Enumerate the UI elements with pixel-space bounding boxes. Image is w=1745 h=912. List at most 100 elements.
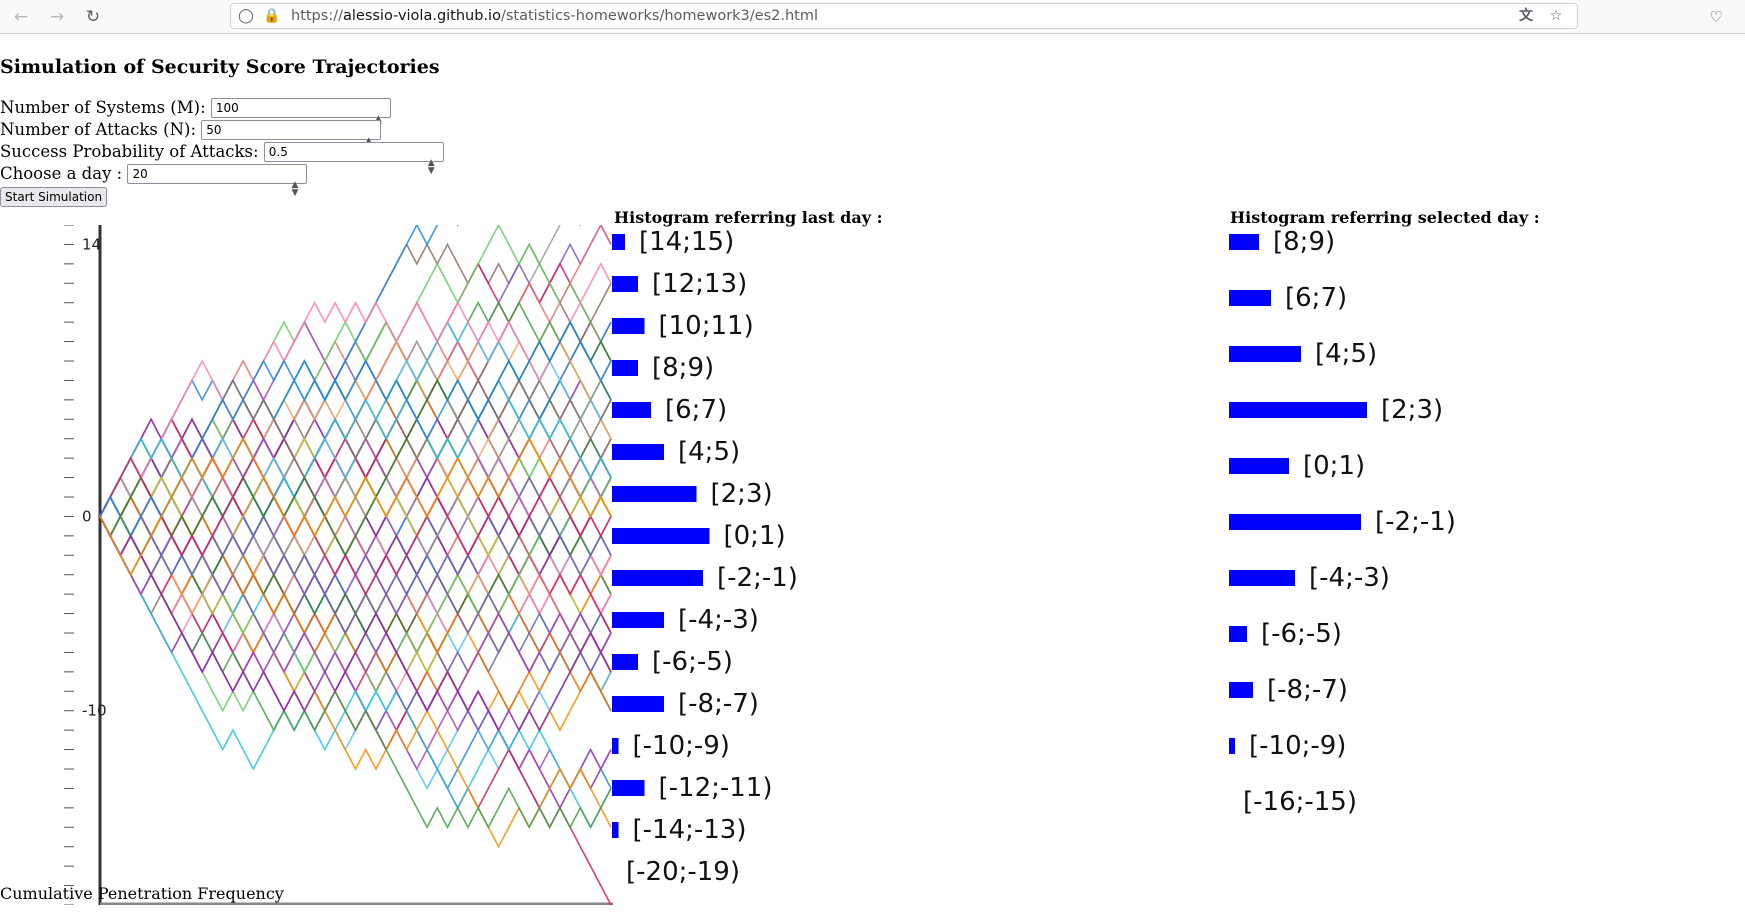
systems-field: Number of Systems (M): ▲▼ — [0, 98, 391, 132]
cumulative-frequency-label: Cumulative Penetration Frequency — [0, 884, 284, 903]
trajectories-chart: 14 0 -10 — [64, 225, 613, 905]
reload-icon[interactable]: ↻ — [85, 7, 101, 27]
back-arrow-icon[interactable]: ← — [13, 7, 29, 27]
spinner-arrows-icon[interactable]: ▲▼ — [291, 180, 299, 198]
trajectory-line — [99, 436, 612, 674]
browser-toolbar: ← → ↻ ◯ 🔒 https://alessio-viola.github.i… — [0, 0, 1745, 34]
histogram-bin-label: [-6;-5) — [1261, 619, 1342, 649]
attacks-input[interactable] — [201, 120, 382, 140]
shield-icon[interactable]: ◯ — [238, 8, 254, 24]
probability-field: Success Probability of Attacks: ▲▼ — [0, 142, 444, 176]
trajectory-line — [99, 339, 612, 616]
spinner-arrows-icon[interactable]: ▲▼ — [427, 158, 435, 176]
trajectory-line — [99, 436, 612, 595]
bookmark-star-icon[interactable]: ☆ — [1549, 8, 1563, 24]
histogram-bin-label: [10;11) — [659, 311, 754, 341]
url-text[interactable]: https://alessio-viola.github.io/statisti… — [291, 8, 818, 24]
translate-icon[interactable]: 文 — [1519, 8, 1533, 24]
pocket-icon[interactable]: ♡ — [1709, 8, 1723, 26]
y-tick-label: 14 — [82, 235, 101, 253]
histogram-bin-label: [0;1) — [1303, 451, 1365, 481]
histogram-bar — [612, 570, 703, 586]
histogram-bin-label: [4;5) — [678, 437, 740, 467]
trajectory-line — [99, 477, 612, 635]
trajectory-line — [99, 456, 612, 596]
trajectory-line — [99, 436, 612, 596]
day-label: Choose a day : — [0, 164, 123, 183]
histogram-bin-label: [-10;-9) — [633, 731, 730, 761]
histogram-bar — [612, 612, 664, 628]
systems-input[interactable] — [210, 98, 391, 118]
attacks-field: Number of Attacks (N): ▲▼ — [0, 120, 382, 154]
histogram-bin-label: [8;9) — [652, 353, 714, 383]
histogram-bar — [612, 444, 664, 460]
histogram-bar — [612, 780, 645, 796]
probability-label: Success Probability of Attacks: — [0, 142, 259, 161]
histogram-bin-label: [-16;-15) — [1243, 787, 1357, 817]
trajectory-line — [99, 516, 612, 732]
histogram-bar — [1229, 514, 1361, 530]
histogram-bar — [612, 696, 664, 712]
histogram-bin-label: [-2;-1) — [1375, 507, 1456, 537]
histogram-bar — [1229, 234, 1259, 250]
histogram-bar — [612, 654, 638, 670]
trajectory-line — [99, 436, 612, 596]
histogram-bar — [1229, 738, 1235, 754]
trajectory-line — [99, 320, 612, 558]
address-bar[interactable]: ◯ 🔒 https://alessio-viola.github.io/stat… — [230, 3, 1578, 29]
histogram-bin-label: [-4;-3) — [1309, 563, 1390, 593]
probability-input[interactable] — [263, 142, 444, 162]
histogram-bar — [612, 528, 710, 544]
histogram-bar — [612, 738, 619, 754]
histogram-bar — [1229, 570, 1295, 586]
histogram-bin-label: [12;13) — [652, 269, 747, 299]
histogram-bin-label: [-12;-11) — [659, 773, 773, 803]
systems-label: Number of Systems (M): — [0, 98, 206, 117]
histogram-bar — [1229, 290, 1271, 306]
trajectory-line — [99, 378, 612, 538]
trajectory-line — [99, 436, 612, 596]
histogram-bin-label: [2;3) — [711, 479, 773, 509]
trajectory-line — [99, 417, 612, 538]
histogram-bin-label: [-14;-13) — [633, 815, 747, 845]
histogram-bin-label: [-4;-3) — [678, 605, 759, 635]
trajectory-line — [99, 514, 612, 674]
histogram-bar — [612, 822, 619, 838]
histogram-bar — [612, 276, 638, 292]
day-field: Choose a day : ▲▼ — [0, 164, 308, 198]
histogram-bar — [612, 360, 638, 376]
histogram-bin-label: [0;1) — [724, 521, 786, 551]
histogram-bin-label: [-8;-7) — [1267, 675, 1348, 705]
url-path: /statistics-homeworks/homework3/es2.html — [500, 8, 819, 24]
histogram-bin-label: [8;9) — [1273, 227, 1335, 257]
url-host: alessio-viola.github.io — [342, 8, 501, 24]
histogram-bar — [612, 234, 625, 250]
lock-icon[interactable]: 🔒 — [263, 8, 281, 24]
histogram-bin-label: [6;7) — [1285, 283, 1347, 313]
histogram-bar — [1229, 682, 1253, 698]
trajectory-line — [99, 516, 612, 830]
histogram-last-day-title: Histogram referring last day : — [614, 208, 883, 227]
histogram-bin-label: [2;3) — [1381, 395, 1443, 425]
histogram-selected-day: [8;9) [6;7) [4;5)[2;3) [0;1) [-2;-1) [-4;-3) [… — [1229, 227, 1456, 817]
histogram-bin-label: [-20;-19) — [626, 857, 740, 887]
trajectory-line — [99, 262, 612, 517]
start-simulation-button[interactable]: Start Simulation — [0, 187, 108, 207]
trajectory-line — [99, 516, 612, 674]
histogram-bin-label: [-6;-5) — [652, 647, 733, 677]
forward-arrow-icon[interactable]: → — [49, 7, 65, 27]
histogram-bin-label: [-10;-9) — [1249, 731, 1346, 761]
histogram-bin-label: [-8;-7) — [678, 689, 759, 719]
page-title: Simulation of Security Score Trajectorie… — [0, 56, 440, 78]
trajectory-line — [99, 514, 612, 830]
trajectory-line — [99, 436, 612, 577]
y-tick-label: -10 — [82, 702, 107, 720]
histogram-bar — [1229, 402, 1367, 418]
trajectory-line — [99, 475, 612, 558]
url-prefix: https:// — [291, 8, 343, 24]
day-input[interactable] — [127, 164, 308, 184]
histogram-bin-label: [-2;-1) — [717, 563, 798, 593]
histogram-last-day: [14;15) [12;13) [10;11) [8;9) [6;7) [4;5) [2;3… — [612, 227, 798, 887]
histogram-bar — [612, 402, 651, 418]
histogram-bin-label: [4;5) — [1315, 339, 1377, 369]
